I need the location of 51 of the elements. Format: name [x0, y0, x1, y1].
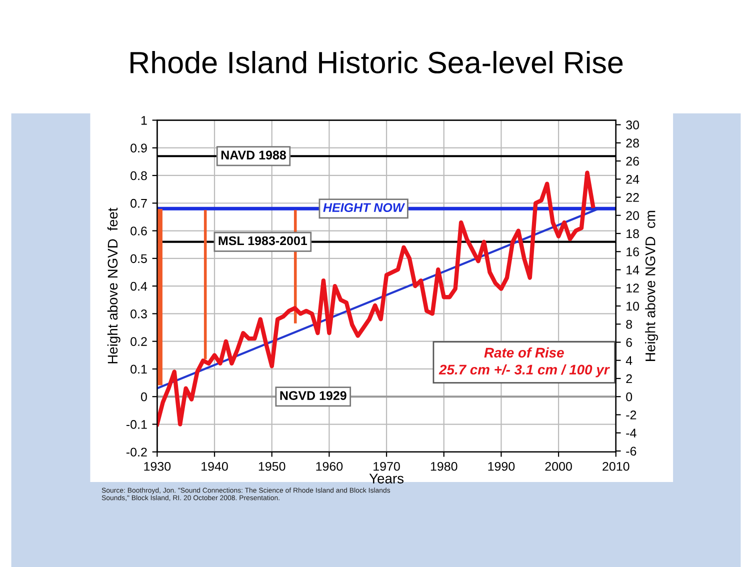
- ref-line-label: NGVD 1929: [280, 391, 346, 400]
- x-tick-label: 1940: [202, 462, 228, 471]
- y-tick-label: 0.3: [130, 309, 147, 318]
- y-tick-label: 0.8: [130, 171, 147, 180]
- y-tick-label: 0.7: [130, 198, 147, 208]
- ref-line-label: NAVD 1988: [221, 150, 286, 160]
- y-tick-label: 0.2: [130, 337, 147, 346]
- y2-tick-label: -6: [626, 446, 636, 456]
- y-tick-label: 0.9: [130, 144, 147, 152]
- y-axis-title: Height above NGVD feet: [107, 208, 120, 364]
- y2-tick-label: 4: [626, 356, 632, 365]
- x-tick-label: 1980: [430, 462, 458, 471]
- x-tick-label: 1950: [258, 462, 286, 471]
- y2-tick-label: 30: [626, 120, 640, 130]
- x-tick-label: 2010: [602, 462, 630, 471]
- y2-tick-label: 22: [626, 193, 639, 202]
- y-tick-label: 0.5: [130, 254, 147, 264]
- y2-tick-label: 16: [626, 247, 639, 256]
- y2-tick-label: 24: [626, 174, 640, 184]
- y2-tick-label: 6: [626, 338, 632, 347]
- y2-tick-label: 10: [626, 302, 640, 311]
- y-tick-label: -0.1: [126, 420, 147, 429]
- x-tick-label: 1930: [144, 462, 171, 471]
- y2-tick-label: -2: [626, 410, 636, 420]
- y-tick-label: 1: [141, 116, 147, 125]
- ref-line-label: HEIGHT NOW: [323, 203, 406, 212]
- y-tick-label: 0: [140, 392, 147, 402]
- y2-tick-label: 26: [626, 156, 639, 166]
- y-tick-label: 0.1: [130, 364, 147, 374]
- y2-tick-label: 20: [626, 211, 640, 220]
- y2-tick-label: 14: [626, 266, 640, 274]
- chart-title: Rhode Island Historic Sea-level Rise: [130, 50, 623, 74]
- y-tick-label: -0.2: [126, 448, 147, 457]
- y2-tick-label: 12: [626, 284, 639, 292]
- y2-axis-title: Height above NGVD cm: [645, 210, 658, 361]
- y-tick-label: 0.6: [130, 226, 147, 236]
- y2-tick-label: 2: [626, 374, 632, 384]
- x-axis-title: Years: [369, 474, 404, 484]
- y2-tick-label: -4: [626, 428, 636, 438]
- y2-tick-label: 28: [626, 138, 639, 148]
- ref-line-label: MSL 1983-2001: [218, 236, 308, 246]
- x-tick-label: 1990: [488, 462, 515, 471]
- y-tick-label: 0.4: [130, 282, 148, 291]
- x-tick-label: 1970: [374, 462, 400, 471]
- x-tick-label: 2000: [545, 462, 572, 471]
- y2-tick-label: 0: [626, 392, 632, 402]
- line-series: [157, 170, 596, 426]
- annotation: Rate of Rise 25.7 cm +/- 3.1 cm / 100 yr: [438, 347, 610, 378]
- x-tick-label: 1960: [316, 462, 343, 471]
- y2-tick-label: 18: [626, 229, 639, 238]
- y2-tick-label: 8: [626, 320, 632, 329]
